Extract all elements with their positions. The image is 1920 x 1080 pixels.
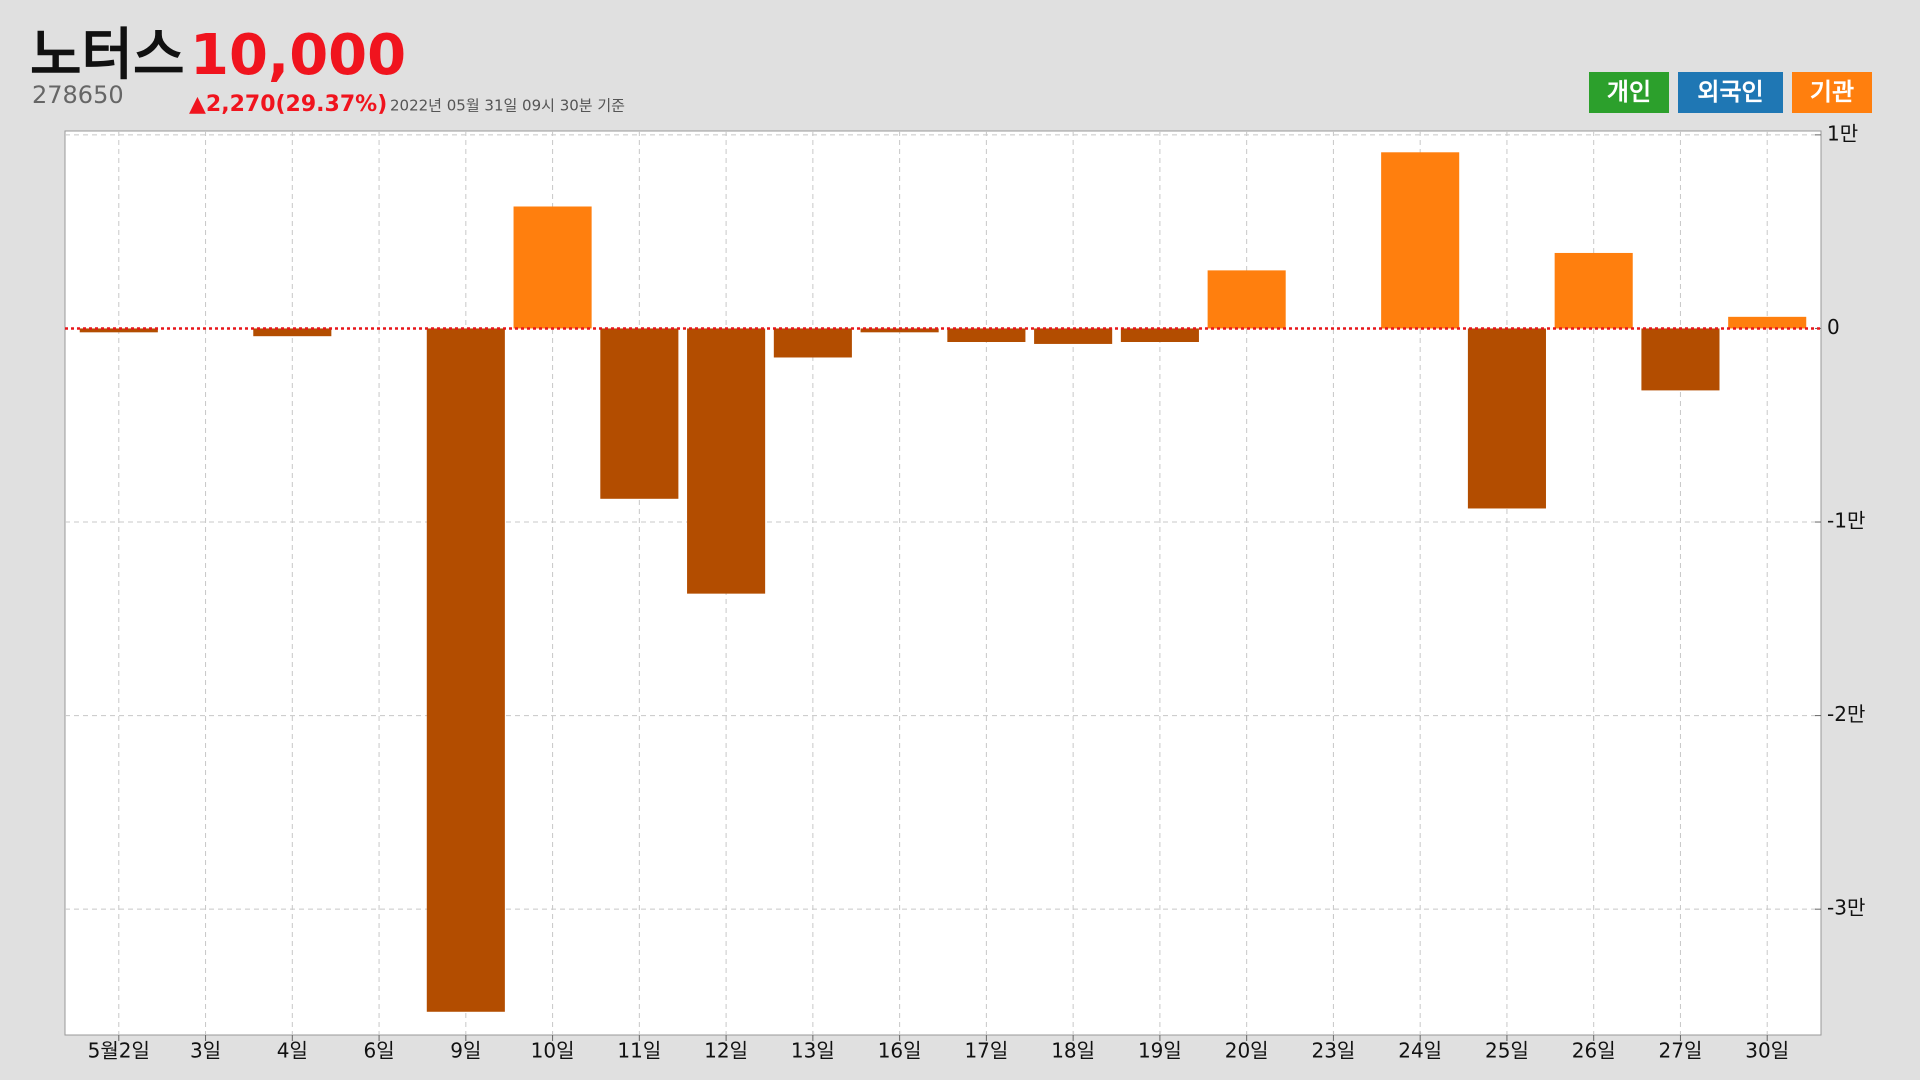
price: 10,000 <box>190 23 406 88</box>
legend-label[interactable]: 외국인 <box>1697 78 1763 106</box>
y-tick-label: -2만 <box>1827 702 1865 726</box>
x-tick-label: 18일 <box>1051 1039 1095 1063</box>
x-tick-label: 6일 <box>364 1039 395 1063</box>
x-tick-label: 17일 <box>964 1039 1008 1063</box>
x-tick-label: 30일 <box>1745 1039 1789 1063</box>
bar <box>687 328 766 594</box>
x-tick-label: 4일 <box>277 1039 308 1063</box>
bar <box>1641 328 1720 391</box>
stock-name: 노터스 <box>30 23 185 88</box>
change: ▲2,270(29.37%) <box>189 92 387 117</box>
x-tick-label: 26일 <box>1572 1039 1616 1063</box>
y-tick-label: -1만 <box>1827 509 1865 533</box>
plot-area <box>64 130 1822 1036</box>
x-tick-label: 16일 <box>878 1039 922 1063</box>
x-tick-label: 25일 <box>1485 1039 1529 1063</box>
x-tick-label: 5월2일 <box>88 1039 150 1063</box>
bar <box>426 328 505 1012</box>
bar <box>773 328 852 358</box>
bar <box>947 328 1026 342</box>
y-tick-label: -3만 <box>1827 896 1865 920</box>
x-tick-label: 23일 <box>1311 1039 1355 1063</box>
x-tick-label: 19일 <box>1138 1039 1182 1063</box>
x-tick-label: 13일 <box>791 1039 835 1063</box>
bar <box>1207 270 1286 329</box>
bar <box>1728 316 1807 329</box>
bar <box>513 206 592 329</box>
legend-button[interactable] <box>1589 72 1669 113</box>
x-tick-label: 12일 <box>704 1039 748 1063</box>
bar <box>253 328 332 337</box>
x-tick-label: 10일 <box>531 1039 575 1063</box>
y-tick-label: 0 <box>1827 315 1840 339</box>
bar <box>79 328 158 333</box>
stock-code: 278650 <box>32 81 124 109</box>
x-tick-label: 20일 <box>1225 1039 1269 1063</box>
x-tick-label: 24일 <box>1398 1039 1442 1063</box>
timestamp: 2022년 05월 31일 09시 30분 기준 <box>390 97 625 115</box>
x-tick-label: 9일 <box>450 1039 481 1063</box>
bar <box>1034 328 1113 344</box>
bar <box>860 328 939 333</box>
bar <box>1120 328 1199 342</box>
legend-button[interactable] <box>1792 72 1872 113</box>
legend-label[interactable]: 개인 <box>1607 78 1651 106</box>
x-tick-label: 27일 <box>1659 1039 1703 1063</box>
legend-button[interactable] <box>1678 72 1783 113</box>
y-tick-label: 1만 <box>1827 121 1858 145</box>
bar <box>1467 328 1546 509</box>
x-tick-label: 11일 <box>617 1039 661 1063</box>
bar <box>600 328 679 499</box>
bar <box>1554 252 1633 329</box>
legend-label[interactable]: 기관 <box>1810 78 1854 106</box>
bar <box>1381 152 1460 329</box>
x-tick-label: 3일 <box>190 1039 221 1063</box>
